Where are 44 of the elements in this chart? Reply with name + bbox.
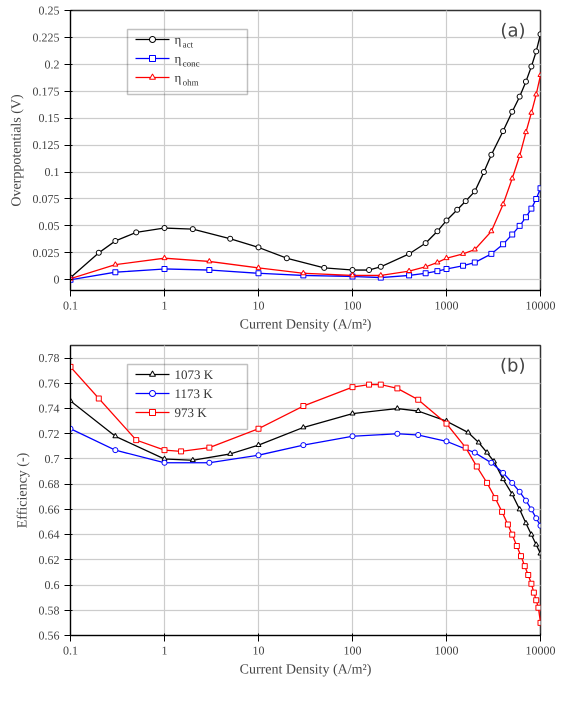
y-tick-label: 0.64 (38, 528, 60, 542)
x-tick-label: 1 (162, 644, 168, 658)
x-tick-label: 10000 (526, 298, 556, 312)
legend-label: 973 K (174, 405, 208, 420)
y-tick-label: 0.2 (44, 57, 60, 72)
y-tick-label: 0.7 (44, 452, 60, 466)
y-tick-label: 0.025 (32, 246, 60, 260)
x-tick-label: 1 (162, 298, 168, 312)
y-tick-label: 0.25 (38, 4, 60, 18)
x-axis-title: Current Density (A/m²) (240, 662, 372, 678)
y-tick-label: 0.05 (38, 218, 60, 233)
y-tick-label: 0.74 (38, 402, 60, 416)
legend-label: 1073 K (174, 367, 214, 382)
x-tick-label: 0.1 (63, 644, 78, 658)
y-tick-label: 0.68 (38, 477, 60, 492)
legend-label: 1173 K (174, 386, 214, 401)
y-tick-label: 0 (54, 272, 60, 287)
x-tick-label: 0.1 (63, 298, 78, 312)
y-tick-label: 0.76 (38, 376, 60, 390)
y-tick-label: 0.225 (32, 30, 60, 44)
x-tick-label: 1000 (434, 298, 458, 312)
y-tick-label: 0.72 (38, 426, 60, 441)
y-tick-label: 0.66 (38, 502, 60, 516)
annotation: (b) (500, 356, 526, 376)
y-tick-label: 0.56 (38, 628, 60, 642)
annotation: (a) (500, 20, 526, 42)
x-tick-label: 10 (252, 298, 264, 312)
y-tick-label: 0.62 (38, 552, 60, 567)
y-axis-title: Efficiency (-) (16, 452, 30, 528)
x-tick-label: 10000 (526, 644, 556, 658)
y-tick-label: 0.58 (38, 603, 60, 618)
x-tick-label: 1000 (434, 644, 458, 658)
x-tick-label: 100 (344, 298, 362, 312)
y-tick-label: 0.78 (38, 351, 60, 366)
y-tick-label: 0.1 (44, 165, 60, 180)
x-tick-label: 10 (252, 644, 264, 658)
y-tick-label: 0.075 (32, 192, 60, 206)
y-tick-label: 0.15 (38, 111, 60, 126)
y-axis-title: Overppotentials (V) (10, 94, 24, 207)
y-tick-label: 0.175 (32, 84, 60, 98)
y-tick-label: 0.6 (44, 578, 60, 592)
x-tick-label: 100 (344, 644, 362, 658)
y-tick-label: 0.125 (32, 138, 60, 152)
x-axis-title: Current Density (A/m²) (240, 318, 372, 332)
